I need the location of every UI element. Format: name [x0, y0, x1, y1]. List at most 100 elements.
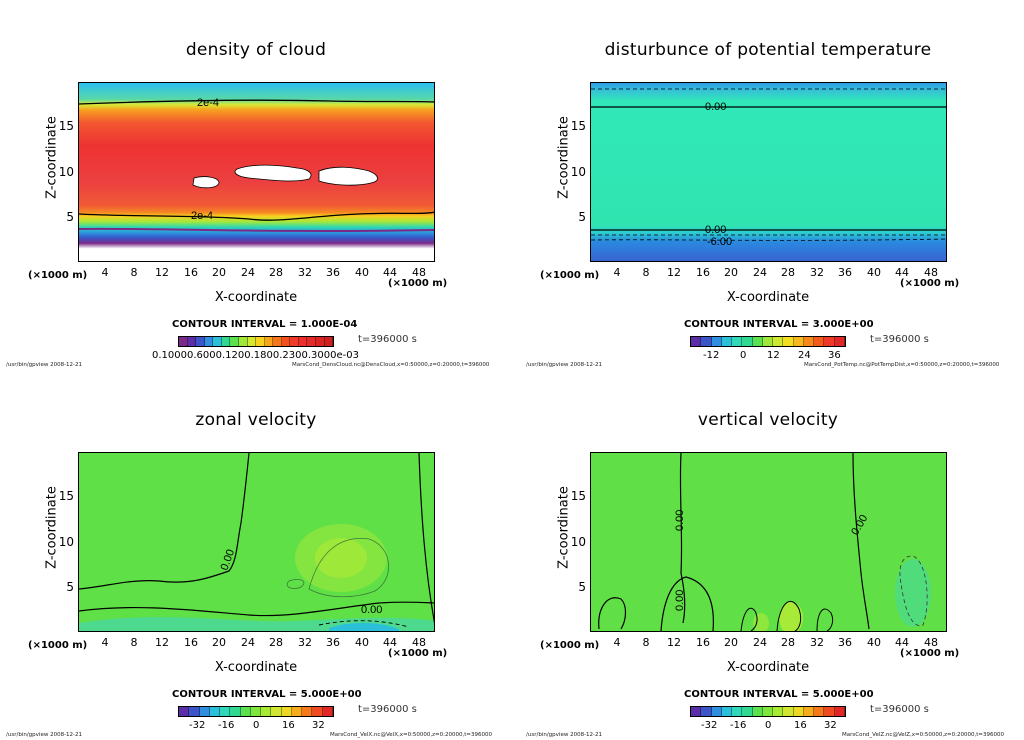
- colorbar-tick: 0: [740, 350, 747, 361]
- x-tick: 24: [241, 266, 255, 279]
- x-tick: 12: [155, 266, 169, 279]
- colorbar: [690, 706, 846, 717]
- velocity-region: [315, 538, 367, 578]
- x-axis-label: X-coordinate: [214, 660, 298, 675]
- x-tick: 8: [130, 636, 138, 649]
- y-tick: 15: [570, 119, 586, 133]
- colorbar-labels: 0.10000.6000.1200.1800.2300.3000e-03: [152, 350, 359, 361]
- contour-line: [899, 555, 928, 626]
- colorbar-swatch: [322, 707, 333, 716]
- x-axis-label: X-coordinate: [726, 660, 810, 675]
- chart-title: vertical velocity: [697, 410, 839, 430]
- colorbar-swatch: [814, 337, 825, 346]
- time-label: t=396000 s: [870, 334, 929, 345]
- colorbar-swatch: [773, 707, 784, 716]
- y-tick: 10: [570, 165, 586, 179]
- contour-line: [79, 601, 434, 617]
- colorbar-tick: -32: [189, 720, 206, 731]
- colorbar-swatch: [773, 337, 784, 346]
- colorbar-swatch: [196, 337, 205, 346]
- density-heatmap: 2e-4 2e-4: [79, 83, 434, 261]
- colorbar-swatch: [298, 337, 308, 346]
- contour-interval: CONTOUR INTERVAL = 5.000E+00: [172, 689, 362, 700]
- colorbar: [178, 706, 334, 717]
- colorbar-swatch: [793, 707, 804, 716]
- x-tick: 28: [269, 636, 283, 649]
- panel-density-of-cloud: density of cloud: [0, 0, 512, 370]
- x-tick: 48: [412, 636, 426, 649]
- colorbar-swatch: [824, 707, 835, 716]
- time-label: t=396000 s: [358, 704, 417, 715]
- colorbar-swatch: [793, 337, 804, 346]
- colorbar-swatch: [247, 337, 257, 346]
- x-tick: 48: [924, 266, 938, 279]
- colorbar-swatch: [187, 337, 197, 346]
- colorbar-swatch: [220, 707, 231, 716]
- colorbar-swatch: [721, 707, 733, 716]
- contour-line: [418, 453, 434, 624]
- x-unit-left: (×1000 m): [28, 640, 88, 651]
- x-tick: 36: [838, 636, 852, 649]
- plot-area: 0.00 0.00 0.00: [590, 452, 947, 632]
- x-tick: 12: [155, 636, 169, 649]
- x-tick: 32: [810, 636, 824, 649]
- panel-vertical-velocity: vertical velocity 0.00 0.00 0.00 Z-coord…: [512, 370, 1024, 740]
- contour-label: 0.00: [674, 590, 686, 611]
- colorbar: [690, 336, 846, 347]
- contour-label: 2e-4: [191, 210, 213, 222]
- x-tick: 16: [696, 636, 710, 649]
- plot-area: 0.00 0.00: [78, 452, 435, 632]
- contour-interval: CONTOUR INTERVAL = 1.000E-04: [172, 319, 358, 330]
- y-tick: 10: [58, 165, 74, 179]
- y-tick: 5: [578, 210, 586, 224]
- x-tick: 36: [326, 266, 340, 279]
- x-tick: 20: [724, 636, 738, 649]
- colorbar-tick: -16: [730, 720, 747, 731]
- cloud-free-region: [234, 164, 312, 182]
- footer-right: MarsCond_VelX.nc@VelX,x=0:50000,z=0:2000…: [330, 732, 493, 738]
- colorbar-swatch: [814, 707, 825, 716]
- colorbar-swatch: [199, 707, 210, 716]
- colorbar-swatch: [250, 707, 262, 716]
- footer-left: /usr/bin/gpview 2008-12-21: [526, 732, 603, 738]
- contour-label: 0.00: [674, 510, 686, 531]
- y-tick: 10: [570, 535, 586, 549]
- x-tick: 40: [355, 266, 369, 279]
- contour-line: [318, 620, 410, 628]
- colorbar-swatch: [221, 337, 231, 346]
- footer-right: MarsCond_VelZ.nc@VelZ,x=0:50000,z=0:2000…: [842, 732, 1005, 738]
- cloud-free-region: [192, 176, 220, 189]
- x-tick: 36: [838, 266, 852, 279]
- contour-interval: CONTOUR INTERVAL = 5.000E+00: [684, 689, 874, 700]
- x-tick: 44: [383, 266, 397, 279]
- colorbar-swatch: [803, 707, 815, 716]
- colorbar-tick: 32: [824, 720, 837, 731]
- x-tick: 48: [412, 266, 426, 279]
- contour-line: [79, 99, 434, 105]
- x-unit-right: (×1000 m): [900, 278, 960, 289]
- x-tick: 12: [667, 636, 681, 649]
- x-tick: 44: [895, 266, 909, 279]
- contour-line: [852, 453, 870, 630]
- colorbar-swatch: [179, 337, 188, 346]
- x-tick: 24: [753, 636, 767, 649]
- colorbar-swatch: [752, 337, 763, 346]
- x-axis-label: X-coordinate: [214, 290, 298, 305]
- footer-right: MarsCond_PotTemp.nc@PotTempDist,x=0:5000…: [804, 362, 1000, 368]
- chart-title: disturbunce of potential temperature: [604, 40, 932, 60]
- colorbar-tick: 0: [765, 720, 772, 731]
- colorbar-swatch: [307, 337, 316, 346]
- contour-line: [79, 453, 250, 590]
- time-label: t=396000 s: [870, 704, 929, 715]
- colorbar-swatch: [701, 337, 712, 346]
- y-tick: 5: [578, 580, 586, 594]
- colorbar-swatch: [762, 337, 774, 346]
- colorbar-swatch: [824, 337, 835, 346]
- colorbar-swatch: [721, 337, 733, 346]
- y-axis-label: Z-coordinate: [44, 116, 60, 199]
- contour-label: 0.00: [705, 101, 726, 113]
- plot-area: 2e-4 2e-4: [78, 82, 435, 262]
- colorbar-tick: -12: [703, 350, 720, 361]
- contour-label: 2e-4: [197, 97, 219, 109]
- contour-line: [79, 227, 434, 232]
